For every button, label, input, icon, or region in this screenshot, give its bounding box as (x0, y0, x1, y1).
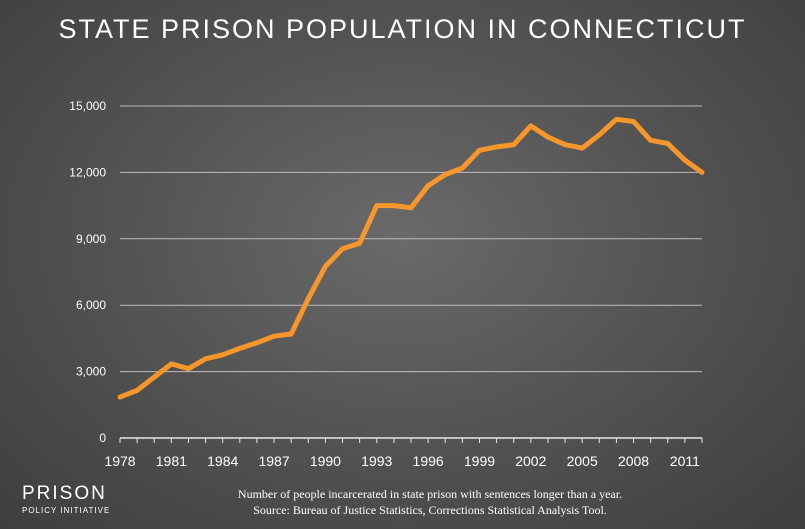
series-line (117, 116, 705, 400)
caption-description: Number of people incarcerated in state p… (237, 487, 623, 501)
x-tick-label: 2008 (618, 453, 649, 469)
x-tick-label: 1990 (310, 453, 341, 469)
y-tick-label: 3,000 (76, 365, 106, 379)
y-tick-label: 6,000 (76, 298, 106, 312)
y-tick-label: 9,000 (76, 232, 106, 246)
x-tick-label: 2002 (515, 453, 546, 469)
x-tick-label: 1999 (464, 453, 495, 469)
y-tick-label: 12,000 (69, 165, 106, 179)
x-axis-ticks: 1978 1981 1984 1987 1990 1993 1996 1999 2002 2005… (104, 453, 700, 469)
x-tick-label: 2011 (670, 453, 700, 469)
x-axis-tick-marks (119, 438, 703, 443)
y-axis-ticks: 0 3,000 6,000 9,000 12,000 15,000 (69, 99, 106, 445)
logo: PRISON POLICY INITIATIVE (22, 483, 111, 516)
x-tick-label: 1987 (258, 453, 289, 469)
x-tick-label: 1984 (207, 453, 238, 469)
logo-main-text: PRISON (22, 483, 107, 504)
chart-title: STATE PRISON POPULATION IN CONNECTICUT (58, 14, 747, 44)
x-tick-label: 2005 (567, 453, 598, 469)
x-tick-label: 1993 (361, 453, 392, 469)
logo-sub-text: POLICY INITIATIVE (22, 506, 111, 515)
y-tick-label: 15,000 (69, 99, 106, 113)
x-tick-label: 1981 (156, 453, 187, 469)
x-tick-label: 1996 (413, 453, 444, 469)
grid-lines (120, 105, 702, 373)
y-tick-label: 0 (99, 431, 106, 445)
x-tick-label: 1978 (104, 453, 135, 469)
caption-source: Source: Bureau of Justice Statistics, Co… (253, 503, 607, 517)
